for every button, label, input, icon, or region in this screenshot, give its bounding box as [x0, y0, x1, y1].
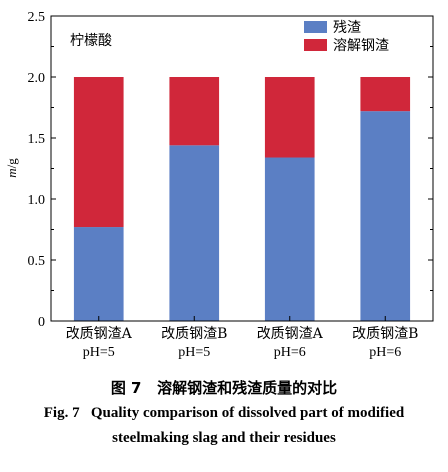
legend-label: 残渣 — [333, 20, 361, 36]
stacked-bar-chart: 00.51.01.52.02.5 改质钢渣ApH=5改质钢渣BpH=5改质钢渣A… — [4, 10, 434, 360]
figure-label-en: Fig. 7 — [43, 405, 80, 421]
bar-segment-dissolved — [169, 77, 220, 146]
y-tick-label: 1.0 — [28, 193, 46, 208]
y-tick-label: 0 — [38, 315, 45, 330]
figure-title-en-line1: Quality comparison of dissolved part of … — [90, 405, 405, 421]
y-axis: 0 0.5 1.0 1.5 2.0 2.5 — [28, 10, 433, 330]
x-tick-label: 改质钢渣B — [161, 326, 227, 342]
bar-segment-dissolved — [73, 77, 124, 228]
y-tick-label: 2.5 — [28, 10, 46, 25]
x-tick-label: 改质钢渣A — [66, 326, 133, 342]
legend-label: 溶解钢渣 — [333, 38, 389, 54]
x-tick-label: 改质钢渣A — [257, 326, 324, 342]
x-tick-sublabel: pH=6 — [369, 345, 401, 360]
legend-swatch — [304, 39, 327, 51]
bars-layer — [73, 77, 411, 321]
bar-segment-residue — [73, 227, 124, 321]
figure-title-en-line2: steelmaking slag and their residues — [112, 430, 336, 446]
x-axis: 改质钢渣A pH=5 改质钢渣B pH=5 改质钢渣A pH=6 改质钢渣B pH=6 — [66, 316, 418, 360]
x-tick-sublabel: pH=6 — [274, 345, 306, 360]
x-tick-sublabel: pH=5 — [83, 345, 115, 360]
bar-segment-dissolved — [264, 77, 315, 158]
figure-caption-en-line2: steelmaking slag and their residues — [0, 430, 448, 447]
y-tick-label: 2.0 — [28, 71, 46, 86]
x-tick-label: 改质钢渣B — [352, 326, 418, 342]
y-axis-label: m/g — [4, 158, 19, 178]
figure-caption-en-line1: Fig. 7 Quality comparison of dissolved p… — [0, 405, 448, 422]
figure-label-cn: 图 7 — [110, 379, 142, 397]
bar-segment-residue — [360, 111, 411, 321]
legend-swatch — [304, 21, 327, 33]
y-tick-label: 1.5 — [28, 132, 46, 147]
bar-segment-residue — [169, 145, 220, 321]
bar-segment-residue — [264, 157, 315, 321]
figure-title-cn: 溶解钢渣和残渣质量的对比 — [157, 379, 338, 397]
x-tick-sublabel: pH=5 — [178, 345, 210, 360]
figure-caption-cn: 图 7 溶解钢渣和残渣质量的对比 — [0, 377, 448, 398]
chart-annotation: 柠檬酸 — [70, 33, 112, 49]
y-tick-label: 0.5 — [28, 254, 46, 269]
bar-segment-dissolved — [360, 77, 411, 112]
